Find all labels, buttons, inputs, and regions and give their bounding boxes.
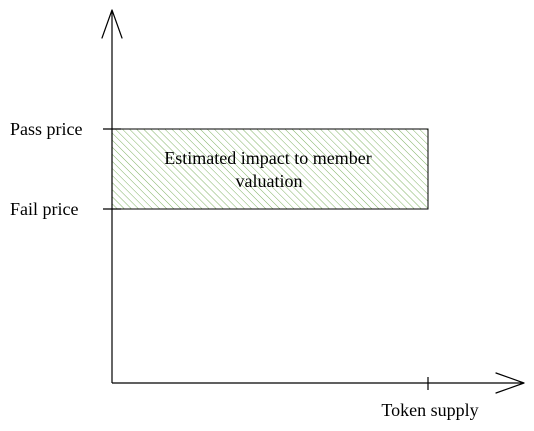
fail-price-label: Fail price bbox=[10, 199, 78, 219]
impact-region-box bbox=[111, 128, 429, 210]
pass-price-label: Pass price bbox=[10, 119, 82, 139]
impact-region-label-line2: valuation bbox=[236, 171, 303, 191]
impact-region: Estimated impact to member valuation bbox=[111, 128, 429, 210]
impact-region-label-line1: Estimated impact to member bbox=[164, 148, 371, 168]
y-axis-arrowhead bbox=[101, 9, 123, 39]
token-supply-label: Token supply bbox=[381, 400, 478, 420]
x-axis-arrowhead bbox=[495, 372, 525, 394]
